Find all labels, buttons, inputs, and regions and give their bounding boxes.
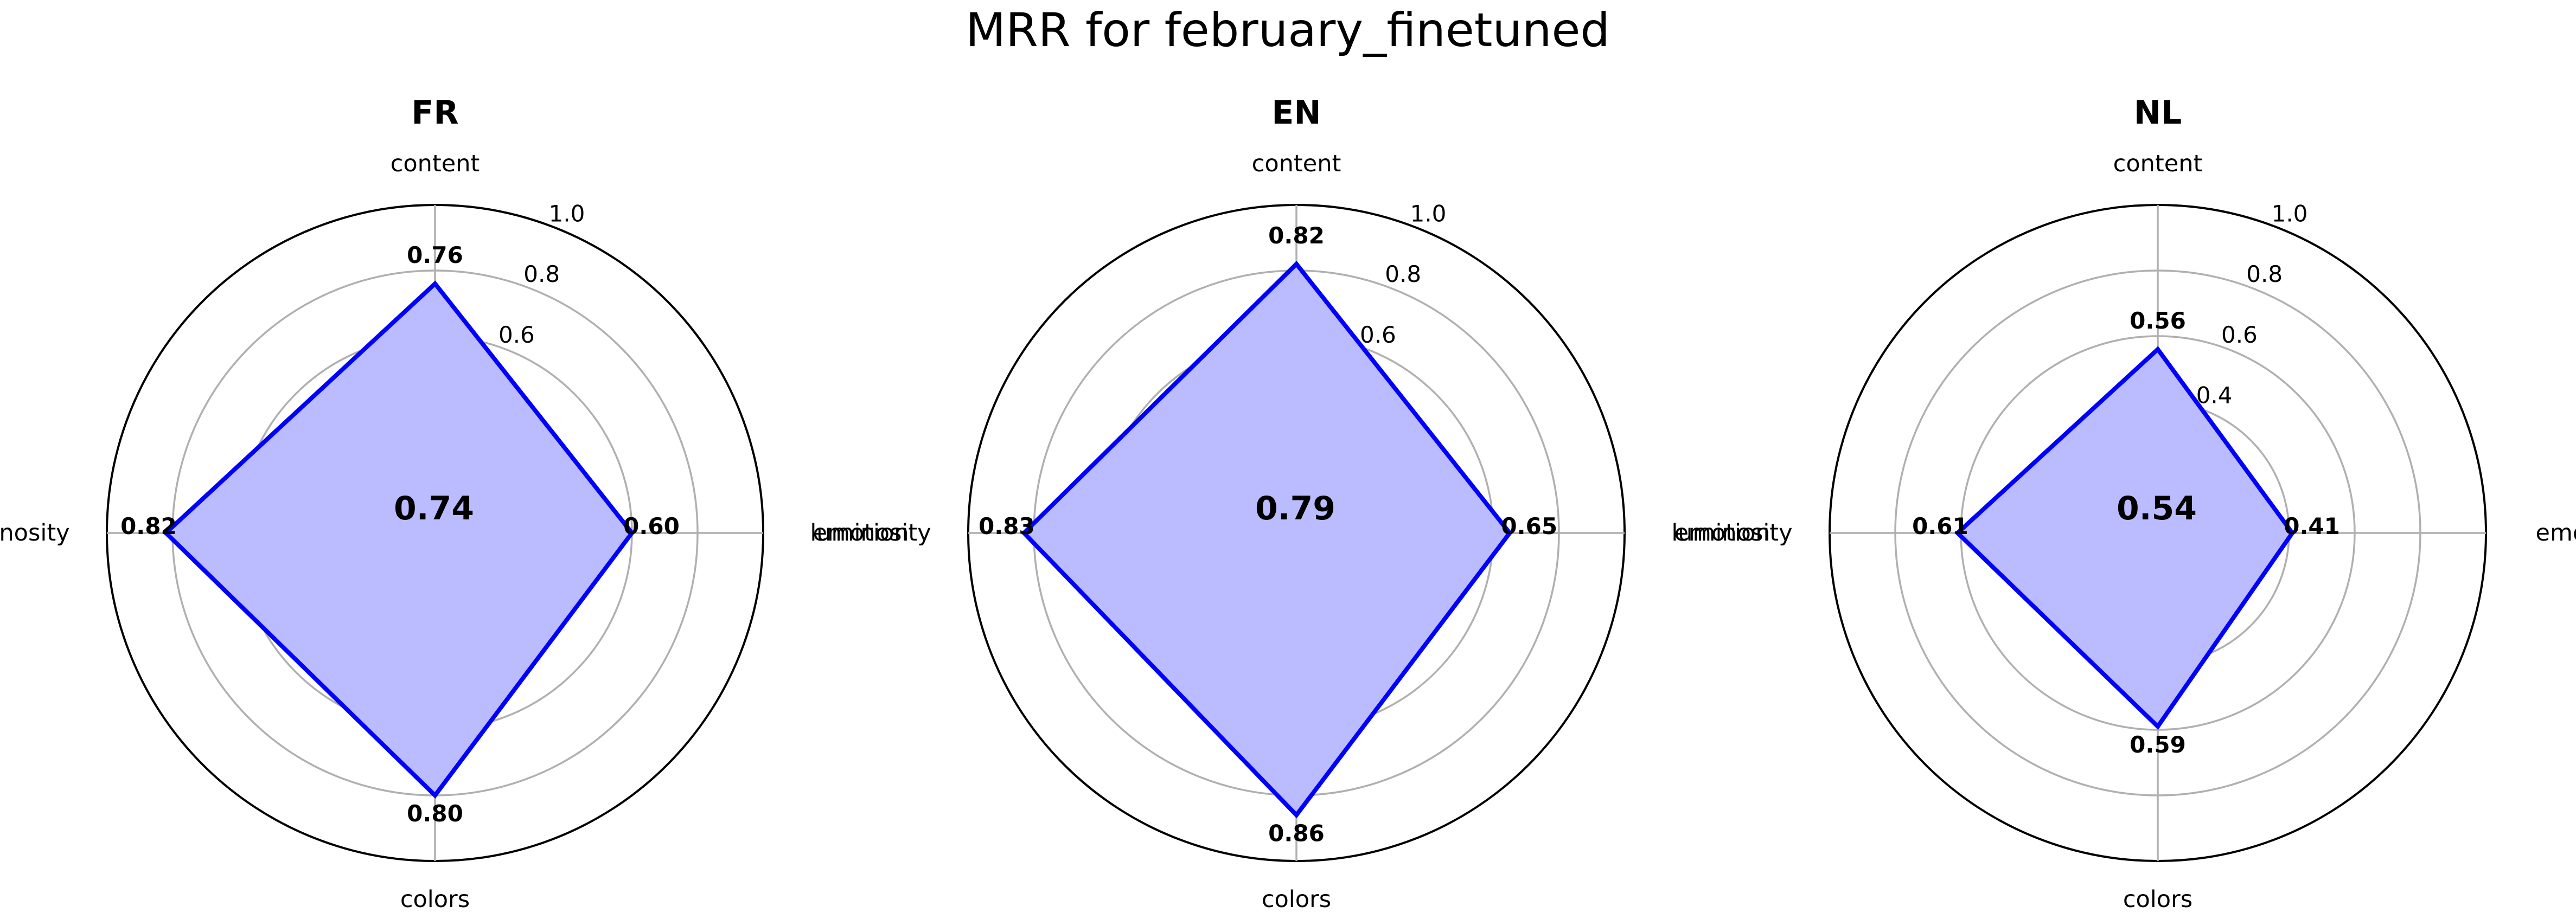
axis-label-content: content [1252, 150, 1341, 177]
axis-label-emotion: emotion [1674, 519, 1770, 547]
r-tick-label: 0.8 [2246, 261, 2283, 287]
center-value-label: 0.79 [1255, 490, 1335, 528]
data-point-emotion [630, 531, 634, 535]
data-point-content [1294, 261, 1299, 266]
value-label-content: 0.76 [407, 242, 463, 268]
data-point-emotion [2290, 531, 2295, 535]
value-label-emotion: 0.60 [623, 513, 680, 539]
data-point-content [2156, 347, 2160, 352]
data-point-colors [2156, 724, 2160, 729]
axis-label-content: content [391, 150, 480, 177]
r-tick-label: 1.0 [549, 200, 585, 227]
radar-chart-fr: 0.20.40.60.81.00.760.600.800.82contentem… [0, 94, 909, 913]
radar-chart-en: 0.20.40.60.81.00.820.650.860.83contentem… [810, 94, 1770, 913]
radar-charts: 0.20.40.60.81.00.760.600.800.82contentem… [0, 94, 2576, 913]
axis-label-colors: colors [1262, 886, 1331, 913]
r-tick-label: 1.0 [1410, 200, 1447, 227]
axis-label-luminosity: luminosity [0, 519, 70, 547]
axis-label-emotion: emotion [2535, 519, 2576, 547]
axis-label-luminosity: luminosity [1671, 519, 1792, 547]
r-tick-label: 0.4 [2196, 382, 2233, 409]
value-label-emotion: 0.41 [2284, 513, 2340, 539]
data-point-emotion [1507, 531, 1512, 535]
value-label-luminosity: 0.61 [1912, 513, 1968, 539]
radar-chart-nl: 0.20.40.60.81.00.560.410.590.61contentem… [1671, 94, 2576, 913]
data-point-luminosity [1021, 531, 1026, 535]
center-value-label: 0.74 [394, 490, 474, 528]
data-polygon [163, 280, 635, 799]
axis-label-emotion: emotion [813, 519, 909, 547]
data-point-luminosity [163, 531, 168, 535]
axis-label-luminosity: luminosity [810, 519, 931, 547]
value-label-colors: 0.80 [407, 800, 463, 827]
value-label-colors: 0.86 [1268, 820, 1325, 846]
value-label-content: 0.56 [2130, 307, 2186, 334]
chart-title-nl: NL [2134, 94, 2182, 132]
data-point-colors [1294, 813, 1299, 818]
data-point-colors [433, 793, 437, 798]
data-polygon [1021, 260, 1513, 819]
axis-label-content: content [2113, 150, 2203, 177]
r-tick-label: 0.8 [1385, 261, 1421, 287]
value-label-luminosity: 0.82 [120, 513, 177, 539]
r-tick-label: 1.0 [2272, 200, 2308, 227]
r-tick-label: 0.6 [498, 322, 535, 348]
r-tick-label: 0.6 [2221, 322, 2258, 348]
r-tick-label: 0.6 [1360, 322, 1396, 348]
data-point-luminosity [1955, 531, 1960, 535]
data-point-content [433, 281, 437, 286]
axis-label-colors: colors [400, 886, 470, 913]
chart-title-en: EN [1271, 94, 1321, 132]
center-value-label: 0.54 [2117, 490, 2197, 528]
value-label-luminosity: 0.83 [979, 513, 1035, 539]
value-label-emotion: 0.65 [1501, 513, 1557, 539]
value-label-content: 0.82 [1268, 222, 1325, 249]
value-label-colors: 0.59 [2130, 731, 2186, 758]
chart-title-fr: FR [411, 94, 458, 132]
axis-label-colors: colors [2123, 886, 2193, 913]
r-tick-label: 0.8 [523, 261, 560, 287]
figure-title: MRR for february_finetuned [966, 3, 1610, 57]
